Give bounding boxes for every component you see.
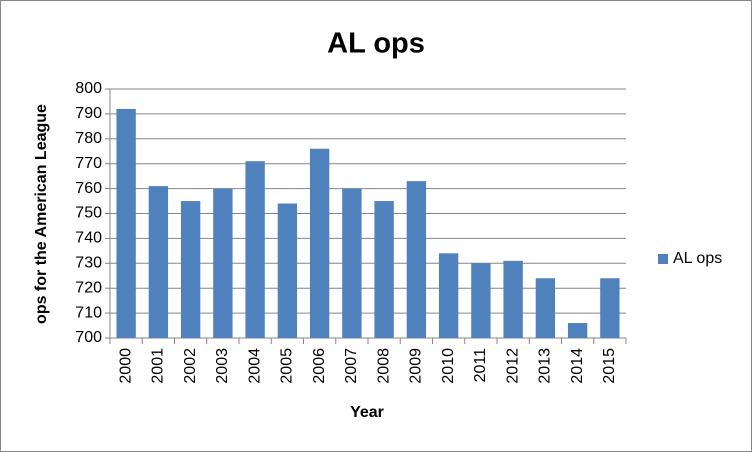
x-tick-label: 2005 <box>279 348 296 384</box>
y-tick-label: 770 <box>75 155 102 172</box>
y-tick-label: 730 <box>75 255 102 272</box>
x-tick-label: 2002 <box>182 348 199 384</box>
y-tick-label: 740 <box>75 230 102 247</box>
x-tick-label: 2006 <box>311 348 328 384</box>
y-tick-label: 700 <box>75 329 102 346</box>
bar <box>116 108 136 338</box>
bar <box>535 278 556 338</box>
x-tick-label: 2007 <box>343 348 360 384</box>
x-tick-label: 2000 <box>117 348 134 384</box>
y-tick-label: 790 <box>75 105 102 122</box>
y-tick-label: 800 <box>75 80 102 97</box>
bar <box>245 161 265 338</box>
bar <box>567 323 588 338</box>
bar <box>309 148 330 338</box>
bar <box>180 201 201 338</box>
y-tick-label: 720 <box>75 279 102 296</box>
bar <box>600 278 620 338</box>
y-tick-label: 750 <box>75 205 102 222</box>
x-tick-label: 2014 <box>569 348 586 384</box>
y-tick-label: 760 <box>75 180 102 197</box>
y-axis-title: ops for the American League <box>33 104 50 324</box>
x-tick-label: 2003 <box>214 348 231 384</box>
bar <box>438 253 459 338</box>
x-tick-label: 2015 <box>601 348 618 384</box>
y-tick-label: 710 <box>75 304 102 321</box>
legend-label: AL ops <box>673 250 722 267</box>
x-tick-label: 2013 <box>537 348 554 384</box>
chart-title: AL ops <box>327 28 425 60</box>
x-tick-label: 2012 <box>504 348 521 384</box>
bar <box>148 186 169 338</box>
bar <box>342 188 362 338</box>
x-tick-label: 2004 <box>246 348 263 384</box>
bar <box>471 263 491 338</box>
bar <box>374 201 394 338</box>
x-axis-title: Year <box>350 404 384 421</box>
x-tick-label: 2001 <box>150 348 167 384</box>
y-tick-label: 780 <box>75 130 102 147</box>
x-tick-label: 2010 <box>440 348 457 384</box>
legend-swatch <box>658 254 668 264</box>
x-tick-label: 2011 <box>472 348 489 383</box>
bar <box>503 260 523 338</box>
bar <box>213 188 233 338</box>
x-tick-label: 2008 <box>375 348 392 384</box>
bar <box>406 181 427 338</box>
x-tick-label: 2009 <box>408 348 425 384</box>
bar <box>277 203 298 338</box>
